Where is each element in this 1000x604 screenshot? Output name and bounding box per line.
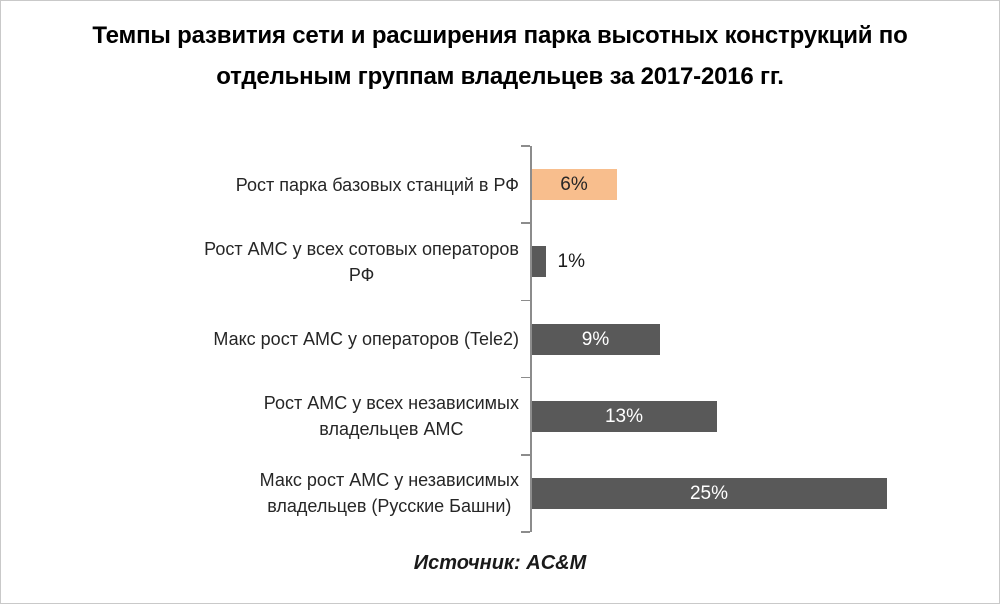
bar-value-label: 25%: [689, 482, 729, 504]
axis-tick-mark: [521, 376, 530, 379]
bar-value-label: 6%: [560, 174, 588, 196]
axis-tick-mark: [521, 299, 530, 302]
category-axis-line: [530, 146, 532, 532]
category-label: Рост АМС у всех независимых владельцев А…: [263, 393, 519, 440]
axis-tick-mark: [521, 454, 530, 456]
chart-title: Темпы развития сети и расширения парка в…: [1, 15, 999, 97]
axis-tick-mark: [521, 222, 530, 224]
category-label: Рост парка базовых станций в РФ: [235, 174, 519, 195]
bar: 13%: [531, 400, 717, 432]
category-label: Макс рост АМС у операторов (Tele2): [213, 328, 519, 349]
bar-value-label: 13%: [604, 405, 644, 427]
bar-value-label: 1%: [557, 250, 585, 272]
bar: [531, 246, 546, 278]
axis-tick-mark: [521, 531, 530, 533]
category-label: Макс рост АМС у независимых владельцев (…: [259, 470, 519, 517]
source-caption: Источник: AC&M: [413, 552, 587, 574]
bar-value-label: 9%: [581, 328, 610, 350]
bar: 6%: [531, 169, 617, 201]
bar: 9%: [531, 323, 660, 355]
category-label: Рост АМС у всех сотовых операторов РФ: [204, 238, 519, 285]
axis-tick-mark: [521, 145, 530, 147]
chart-title-line-2: отдельным группам владельцев за 2017-201…: [216, 63, 784, 90]
chart-title-line-1: Темпы развития сети и расширения парка в…: [92, 22, 908, 49]
bar: 25%: [531, 477, 887, 509]
